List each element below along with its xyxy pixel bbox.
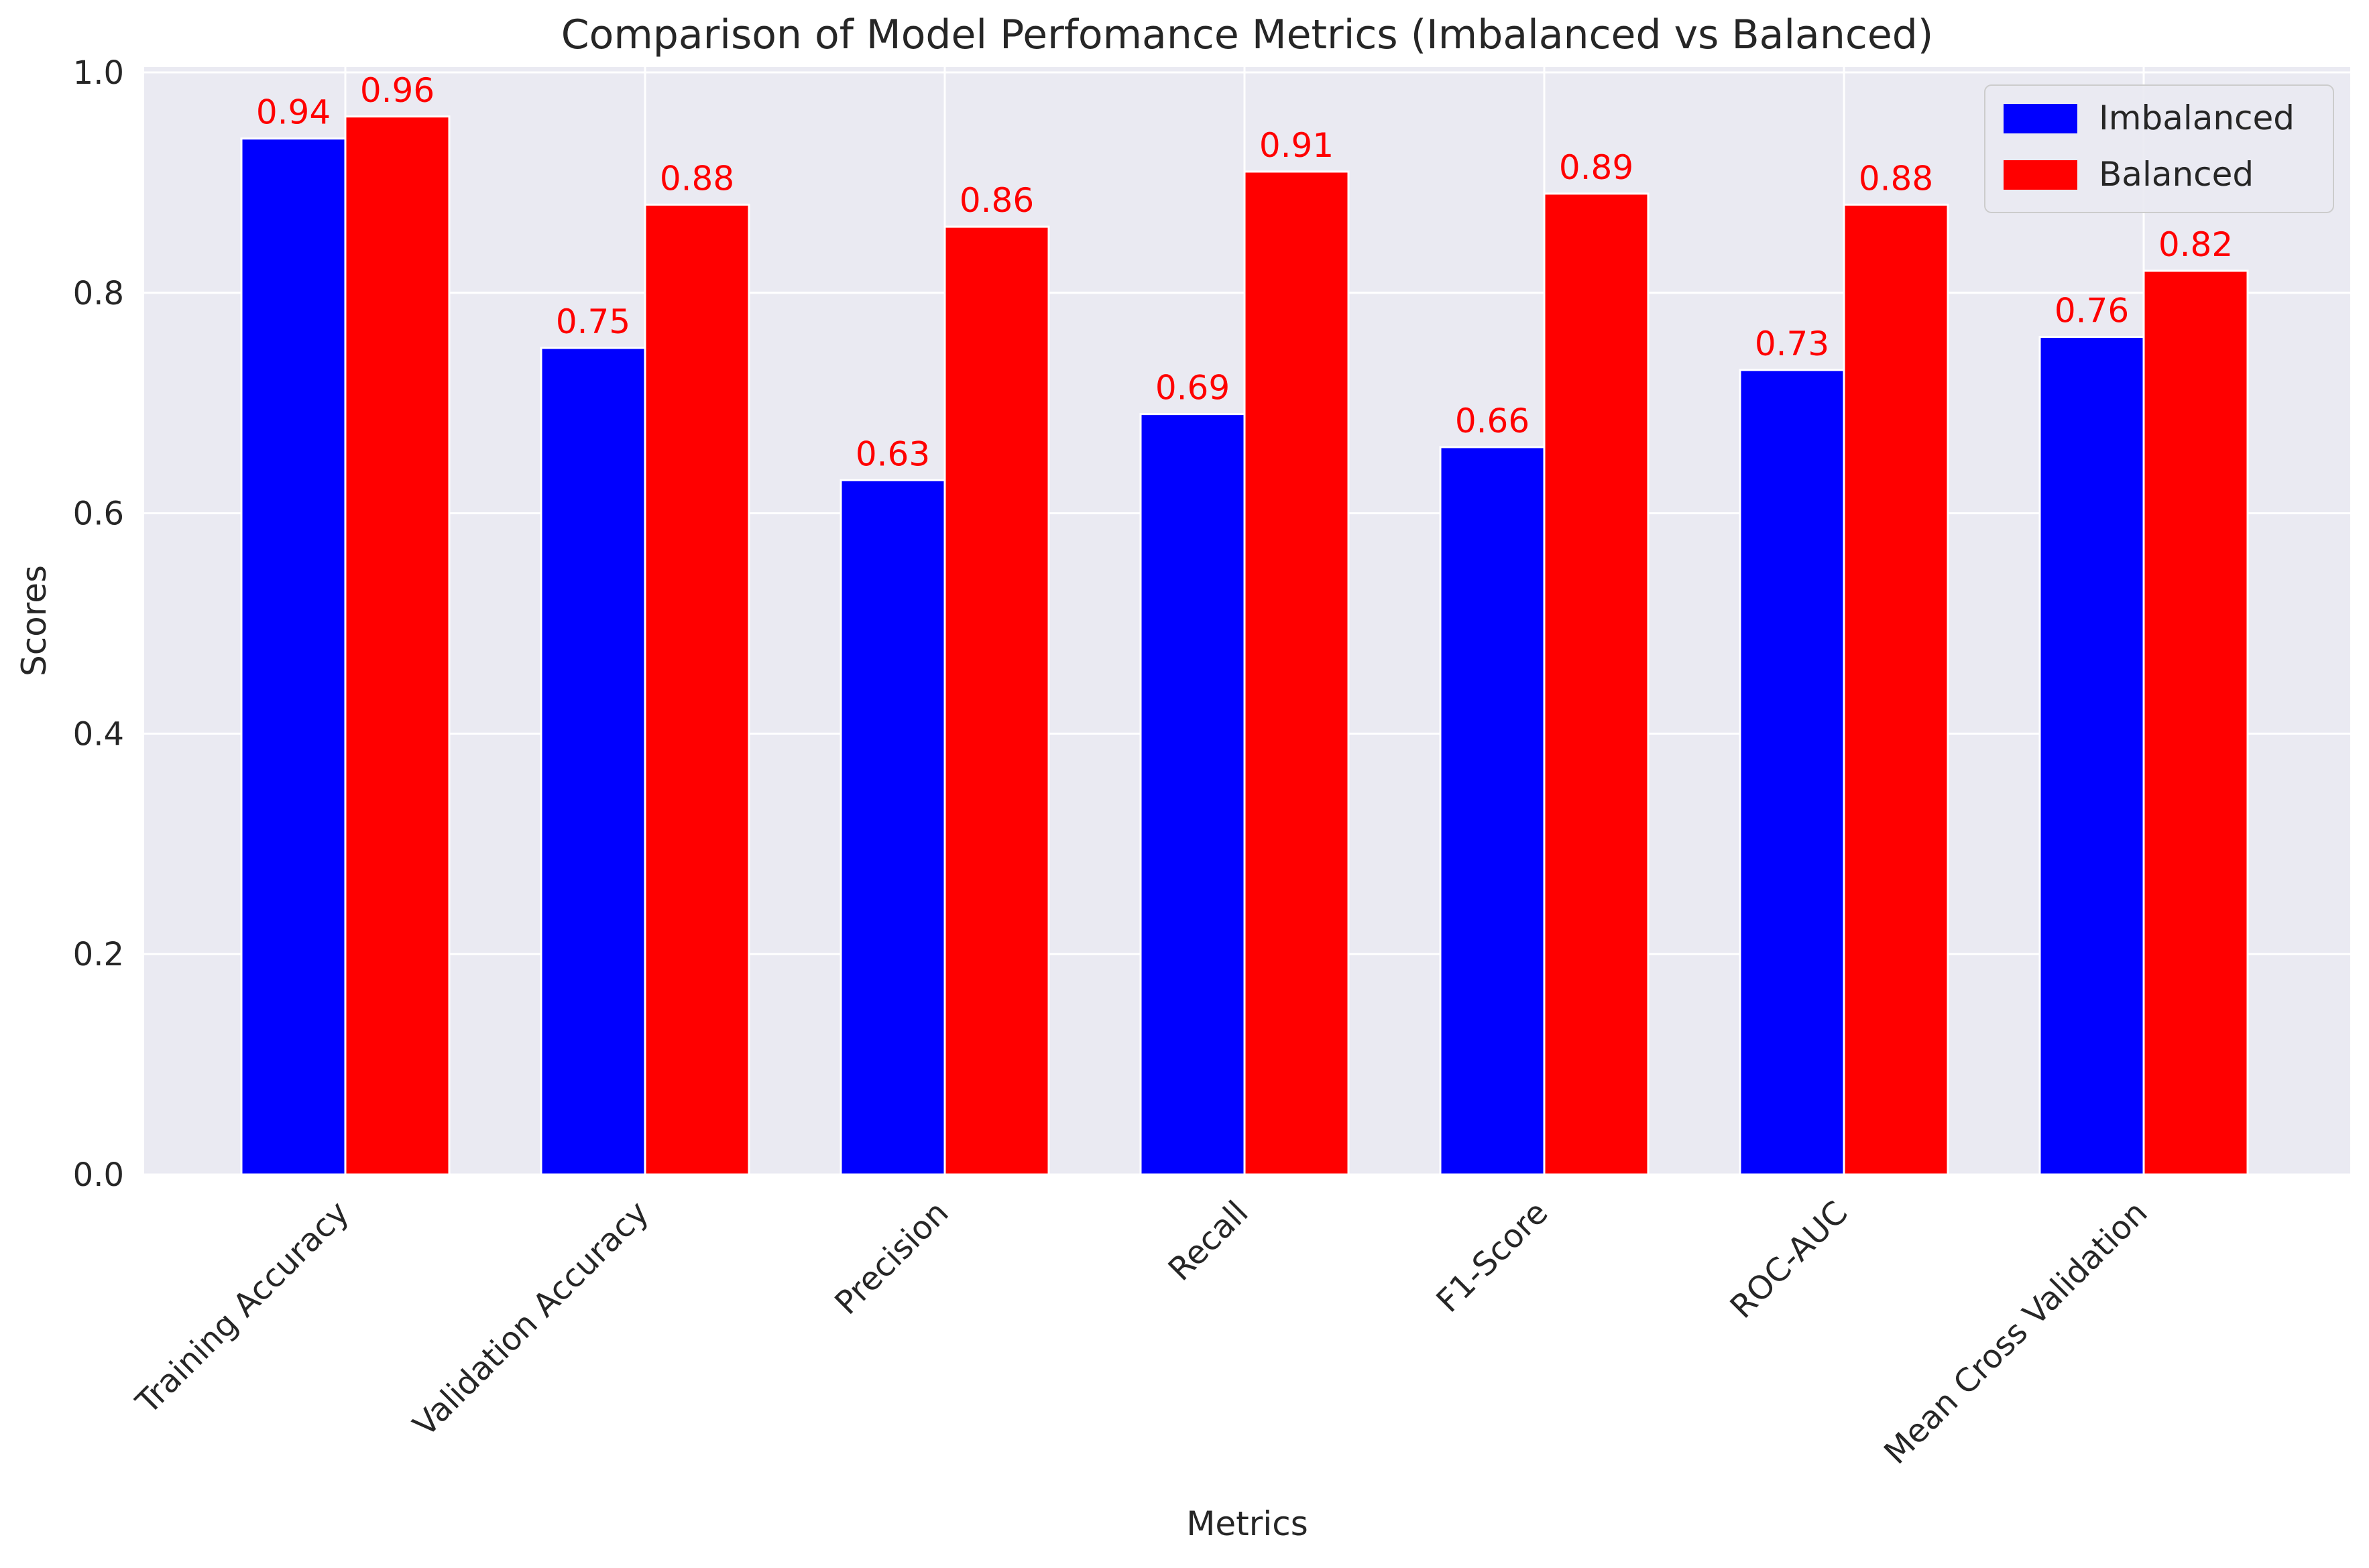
x-tick-label: Validation Accuracy — [406, 1194, 656, 1444]
x-tick-label: Mean Cross Validation — [1877, 1194, 2154, 1471]
x-tick-label: Recall — [1161, 1194, 1256, 1288]
imbalanced-value-label: 0.94 — [256, 93, 331, 132]
chart-title: Comparison of Model Perfomance Metrics (… — [561, 11, 1934, 58]
balanced-bar — [1543, 192, 1650, 1176]
imbalanced-value-label: 0.66 — [1455, 402, 1529, 440]
x-axis-title: Metrics — [1186, 1504, 1308, 1543]
imbalanced-bar — [1739, 369, 1845, 1176]
y-tick-labels: 0.0 0.2 0.4 0.6 0.8 1.0 — [73, 54, 124, 1194]
imbalanced-value-label: 0.63 — [856, 434, 930, 473]
balanced-bar — [943, 225, 1050, 1176]
y-tick-label: 0.6 — [73, 495, 124, 533]
legend-swatch — [2004, 104, 2077, 133]
y-tick-label: 1.0 — [73, 54, 124, 92]
imbalanced-bar — [2038, 336, 2145, 1176]
balanced-bar — [644, 203, 750, 1176]
balanced-bar — [1243, 170, 1350, 1176]
x-tick-label: F1-Score — [1429, 1194, 1555, 1320]
value-labels-layer: 0.94 0.75 0.63 0.69 0.66 0.73 0.76 0.96 0.88 0.86… — [256, 71, 2233, 474]
balanced-value-label: 0.86 — [960, 181, 1034, 220]
balanced-bar — [344, 115, 451, 1176]
balanced-value-label: 0.88 — [660, 159, 734, 198]
balanced-value-label: 0.89 — [1559, 148, 1633, 187]
imbalanced-bar — [540, 347, 646, 1176]
bars-layer — [240, 115, 2249, 1176]
x-tick-label: Training Accuracy — [129, 1194, 357, 1422]
imbalanced-value-label: 0.73 — [1755, 324, 1829, 363]
balanced-bar — [1843, 203, 1949, 1176]
legend: Imbalanced Balanced — [1984, 84, 2334, 213]
x-tick-label: Precision — [827, 1194, 956, 1322]
y-tick-label: 0.2 — [73, 936, 124, 973]
y-axis-title: Scores — [15, 565, 54, 676]
balanced-value-label: 0.82 — [2158, 225, 2233, 264]
legend-label: Balanced — [2099, 155, 2254, 194]
balanced-value-label: 0.96 — [360, 71, 435, 110]
imbalanced-value-label: 0.69 — [1155, 369, 1230, 408]
balanced-value-label: 0.91 — [1259, 126, 1334, 165]
imbalanced-bar — [1139, 413, 1246, 1176]
imbalanced-bar — [1439, 446, 1546, 1176]
imbalanced-value-label: 0.75 — [556, 302, 630, 341]
balanced-value-label: 0.88 — [1859, 159, 1933, 198]
y-tick-label: 0.0 — [73, 1156, 124, 1194]
x-tick-label: ROC-AUC — [1723, 1194, 1855, 1326]
y-tick-label: 0.4 — [73, 715, 124, 753]
imbalanced-bar — [240, 137, 347, 1176]
imbalanced-bar — [840, 479, 946, 1176]
y-tick-label: 0.8 — [73, 275, 124, 312]
x-tick-labels: Training Accuracy Validation Accuracy Prec… — [129, 1194, 2155, 1471]
legend-swatch — [2004, 160, 2077, 190]
imbalanced-value-label: 0.76 — [2055, 292, 2129, 330]
legend-label: Imbalanced — [2099, 99, 2295, 137]
balanced-bar — [2142, 269, 2249, 1176]
